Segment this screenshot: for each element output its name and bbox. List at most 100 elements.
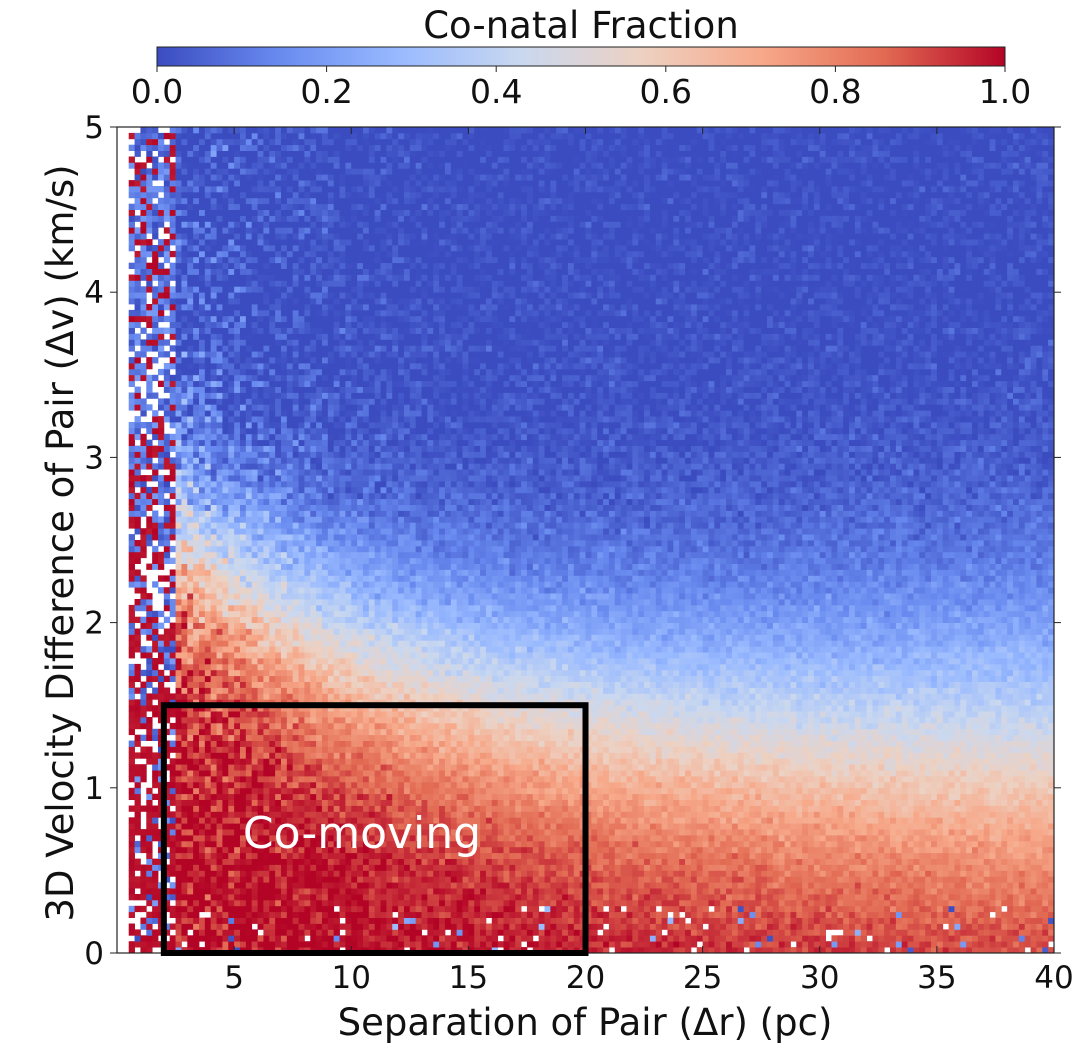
heatmap-cell [198,534,206,541]
heatmap-cell [187,534,194,541]
heatmap-cell [345,658,352,665]
heatmap-cell [234,410,241,417]
heatmap-cell [245,481,253,488]
heatmap-cell [251,168,258,175]
heatmap-cell [333,445,340,452]
heatmap-cell [327,888,335,895]
heatmap-cell [169,174,176,181]
heatmap-cell [181,528,188,535]
heatmap-cell [128,540,135,547]
heatmap-cell [263,593,270,600]
heatmap-cell [304,416,311,423]
heatmap-cell [292,333,299,340]
heatmap-cell [298,658,305,665]
heatmap-cell [210,469,217,476]
heatmap-cell [222,327,229,334]
heatmap-cell [134,599,141,606]
heatmap-cell [263,498,270,505]
heatmap-cell [316,274,323,281]
heatmap-cell [175,663,182,671]
heatmap-cell [187,752,194,759]
heatmap-cell [257,758,264,765]
heatmap-cell [216,717,223,724]
heatmap-cell [181,262,188,269]
heatmap-cell [257,457,264,464]
heatmap-cell [333,262,340,269]
heatmap-cell [310,799,317,806]
heatmap-cell [134,734,141,741]
heatmap-cell [269,717,276,724]
heatmap-cell [263,551,270,559]
heatmap-cell [316,333,323,340]
heatmap-cell [140,315,147,323]
heatmap-cell [316,245,323,252]
heatmap-cell [228,675,235,682]
heatmap-cell [239,339,247,346]
heatmap-cell [216,239,223,246]
heatmap-cell [333,368,340,376]
heatmap-cell [239,422,247,429]
heatmap-cell [269,888,276,895]
heatmap-cell [292,150,299,157]
heatmap-cell [269,640,276,647]
heatmap-cell [245,575,253,582]
heatmap-cell [269,610,276,618]
heatmap-cell [204,599,212,606]
heatmap-cell [257,357,264,364]
heatmap-cell [327,345,335,352]
heatmap-cell [163,132,171,140]
heatmap-cell [339,610,346,618]
heatmap-cell [239,793,247,800]
heatmap-cell [181,227,188,234]
heatmap-cell [321,805,329,812]
heatmap-cell [210,504,217,511]
heatmap-cell [140,935,147,942]
heatmap-cell [193,610,200,618]
heatmap-cell [327,852,335,859]
heatmap-cell [163,652,171,659]
heatmap-cell [163,687,171,694]
heatmap-cell [169,846,176,854]
heatmap-cell [298,522,305,529]
heatmap-cell [146,486,153,494]
heatmap-cell [339,616,346,623]
heatmap-cell [128,858,135,865]
heatmap-cell [216,852,223,859]
heatmap-cell [234,864,241,871]
heatmap-cell [298,557,305,564]
heatmap-cell [146,215,153,222]
heatmap-cell [187,268,194,275]
heatmap-cell [316,917,323,924]
heatmap-cell [280,186,288,193]
heatmap-cell [257,380,264,387]
heatmap-cell [204,197,212,205]
heatmap-cell [193,604,200,612]
heatmap-cell [234,805,241,812]
heatmap-cell [316,575,323,582]
heatmap-cell [280,587,288,594]
heatmap-cell [134,138,141,146]
heatmap-cell [204,138,212,146]
heatmap-cell [228,876,235,883]
heatmap-cell [210,239,217,246]
heatmap-cell [275,315,282,323]
heatmap-cell [286,522,294,529]
heatmap-cell [239,882,247,889]
heatmap-cell [339,846,346,854]
heatmap-cell [239,368,247,376]
heatmap-cell [339,593,346,600]
heatmap-cell [193,191,200,199]
heatmap-cell [157,345,165,352]
heatmap-cell [310,292,317,299]
heatmap-cell [163,640,171,647]
heatmap-cell [152,929,159,936]
heatmap-cell [316,439,323,446]
heatmap-cell [263,876,270,883]
heatmap-cell [204,575,212,582]
heatmap-cell [269,876,276,883]
heatmap-cell [304,575,311,582]
heatmap-cell [251,740,258,747]
heatmap-cell [321,876,329,883]
heatmap-cell [310,510,317,517]
heatmap-cell [175,404,182,411]
